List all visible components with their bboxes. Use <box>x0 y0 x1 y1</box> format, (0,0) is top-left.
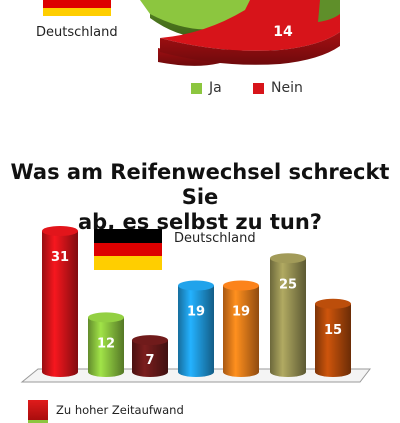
pie-label-nein: 14 <box>273 24 293 40</box>
pie-slice-green-right <box>318 0 340 22</box>
legend-label-zeitaufwand: Zu hoher Zeitaufwand <box>56 403 184 417</box>
bar-5 <box>270 258 306 377</box>
legend-swatch-next <box>28 420 48 423</box>
bar-0 <box>42 230 78 377</box>
bar-value-label-5: 25 <box>279 277 297 292</box>
pie-chart: 14 <box>140 0 340 66</box>
pie-slice-nein-front <box>160 32 340 65</box>
bar-cap-4 <box>223 280 259 291</box>
legend-item-nein: Nein <box>253 80 303 96</box>
chart-title: Was am Reifenwechsel schreckt Sie ab, es… <box>0 160 400 235</box>
bar-cap-0 <box>42 225 78 236</box>
bar-cap-5 <box>270 253 306 264</box>
bar-6 <box>315 303 351 377</box>
bar-1 <box>88 317 124 377</box>
bar-4 <box>223 285 259 377</box>
germany-flag-chart <box>94 229 162 271</box>
legend-item-ja: Ja <box>191 80 222 96</box>
bar-2 <box>132 340 168 377</box>
pie-slice-nein <box>160 0 340 51</box>
flag-stripe-black <box>94 229 162 243</box>
bar-cap-2 <box>132 335 168 346</box>
chart-title-line-1: Was am Reifenwechsel schreckt Sie <box>10 160 390 209</box>
bar-value-label-0: 31 <box>51 250 69 265</box>
flag-stripe-red <box>43 0 111 8</box>
bar-cap-3 <box>178 280 214 291</box>
flag-stripe-gold <box>94 256 162 271</box>
legend-item-zeitaufwand: Zu hoher Zeitaufwand <box>28 400 184 420</box>
bar-value-label-1: 12 <box>97 336 115 351</box>
bar-chart: 31 12 7 19 19 25 15 <box>20 225 372 383</box>
bar-value-label-2: 7 <box>145 353 154 368</box>
country-label-chart: Deutschland <box>174 231 256 246</box>
flag-stripe-gold <box>43 8 111 16</box>
bar-value-label-4: 19 <box>232 305 250 320</box>
legend-label-nein: Nein <box>271 80 303 96</box>
country-label-top: Deutschland <box>36 25 118 40</box>
legend-swatch-ja <box>191 82 202 94</box>
bar-value-label-3: 19 <box>187 305 205 320</box>
flag-stripe-red <box>94 242 162 257</box>
legend-label-ja: Ja <box>209 80 222 96</box>
bar-value-label-6: 15 <box>324 323 342 338</box>
germany-flag-top <box>43 0 111 16</box>
bar-cap-6 <box>315 298 351 309</box>
legend-swatch-nein <box>253 82 264 94</box>
legend-swatch-zeitaufwand <box>28 400 48 420</box>
bar-cap-1 <box>88 312 124 323</box>
bar-3 <box>178 285 214 377</box>
